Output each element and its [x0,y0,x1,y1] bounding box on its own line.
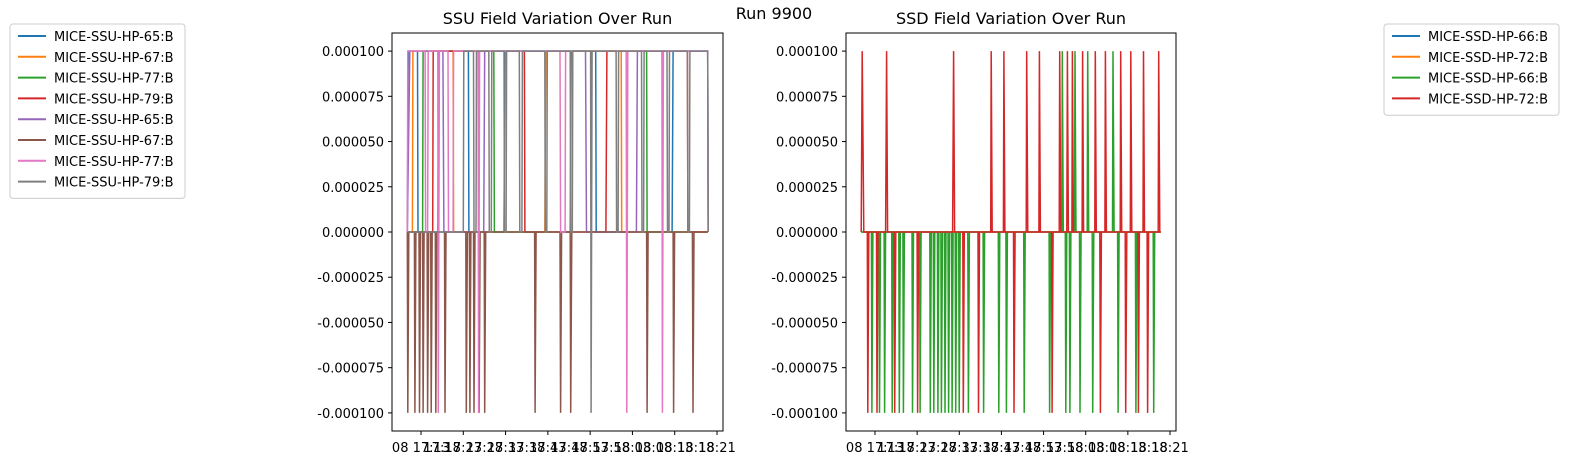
x-tick-label: 17:43 [983,441,1020,456]
y-tick-label: -0.000075 [771,362,838,377]
series-line-3 [860,51,1161,413]
series-line-7 [407,50,709,413]
y-tick-label: 0.000025 [322,181,384,196]
ssd-chart: SSD Field Variation Over Run 0.000100 0.00… [771,9,1188,456]
x-tick-label: 18:03 [1067,441,1104,456]
legend-frame [1383,23,1560,116]
x-tick-label: 17:18 [423,441,460,456]
x-tick-label: 18:08 [635,441,672,456]
x-tick-label: 17:43 [529,441,566,456]
chart-title: SSD Field Variation Over Run [896,9,1126,28]
y-tick-label: 0.000075 [776,90,838,105]
y-tick-label: -0.000025 [771,271,838,286]
x-tick-label: 18:21 [1151,441,1188,456]
x-tick-label: 17:48 [550,441,587,456]
y-tick-label: 0.000075 [322,90,384,105]
x-tick-label: 08 17:13 [846,441,904,456]
series-line-5 [406,231,708,413]
x-tick-label: 17:28 [919,441,956,456]
legend-entry: MICE-SSD-HP-66:B [1428,30,1548,45]
legend-entry: MICE-SSD-HP-72:B [1428,51,1548,66]
series-group [406,50,709,413]
legend-entry: MICE-SSD-HP-72:B [1428,92,1548,107]
x-tick-label: 08 17:13 [392,441,450,456]
ssu-chart: SSU Field Variation Over Run 0.000100 0.00… [317,9,735,456]
x-tick-label: 18:21 [698,441,735,456]
y-tick-label: 0.000025 [776,181,838,196]
legend-entry: MICE-SSU-HP-67:B [54,51,174,66]
y-tick-label: -0.000025 [317,271,384,286]
ssu-legend: MICE-SSU-HP-65:B MICE-SSU-HP-67:B MICE-SSU… [9,23,186,199]
x-tick-label: 17:23 [445,441,482,456]
y-tick-label: 0.000000 [776,226,838,241]
y-tick-label: 0.000000 [322,226,384,241]
y-tick-label: -0.000100 [771,407,838,422]
x-tick-label: 17:53 [1025,441,1062,456]
legend-entry: MICE-SSU-HP-79:B [54,176,174,191]
y-tick-label: 0.000100 [322,45,384,60]
series-group [860,51,1161,413]
x-tick-label: 17:48 [1004,441,1041,456]
x-tick-label: 17:33 [941,441,978,456]
x-tick-label: 17:28 [466,441,503,456]
y-tick-label: -0.000100 [317,407,384,422]
x-tick-label: 17:53 [571,441,608,456]
ssd-legend: MICE-SSD-HP-66:B MICE-SSD-HP-72:B MICE-SSD… [1383,23,1560,116]
legend-frame [9,23,186,199]
legend-entry: MICE-SSU-HP-79:B [54,92,174,107]
y-tick-label: -0.000050 [317,316,384,331]
figure-title: Run 9900 [736,4,812,23]
x-tick-label: 17:38 [962,441,999,456]
x-tick-label: 18:18 [677,441,714,456]
legend-entry: MICE-SSU-HP-65:B [54,30,174,45]
legend-entry: MICE-SSU-HP-67:B [54,134,174,149]
x-tick-label: 17:23 [898,441,935,456]
x-tick-label: 18:18 [1130,441,1167,456]
x-tick-label: 18:13 [1109,441,1146,456]
chart-title: SSU Field Variation Over Run [443,9,672,28]
legend-entry: MICE-SSD-HP-66:B [1428,72,1548,87]
y-tick-label: 0.000050 [322,136,384,151]
y-tick-label: 0.000100 [776,45,838,60]
x-tick-label: 18:03 [614,441,651,456]
x-tick-label: 18:08 [1088,441,1125,456]
y-tick-label: 0.000050 [776,136,838,151]
legend-entry: MICE-SSU-HP-65:B [54,113,174,128]
x-tick-label: 17:18 [877,441,914,456]
y-tick-label: -0.000050 [771,316,838,331]
legend-entry: MICE-SSU-HP-77:B [54,155,174,170]
x-tick-label: 17:33 [487,441,524,456]
y-tick-label: -0.000075 [317,362,384,377]
legend-entry: MICE-SSU-HP-77:B [54,72,174,87]
x-tick-label: 17:58 [1046,441,1083,456]
x-tick-label: 18:13 [656,441,693,456]
x-tick-label: 17:58 [593,441,630,456]
x-tick-label: 17:38 [508,441,545,456]
